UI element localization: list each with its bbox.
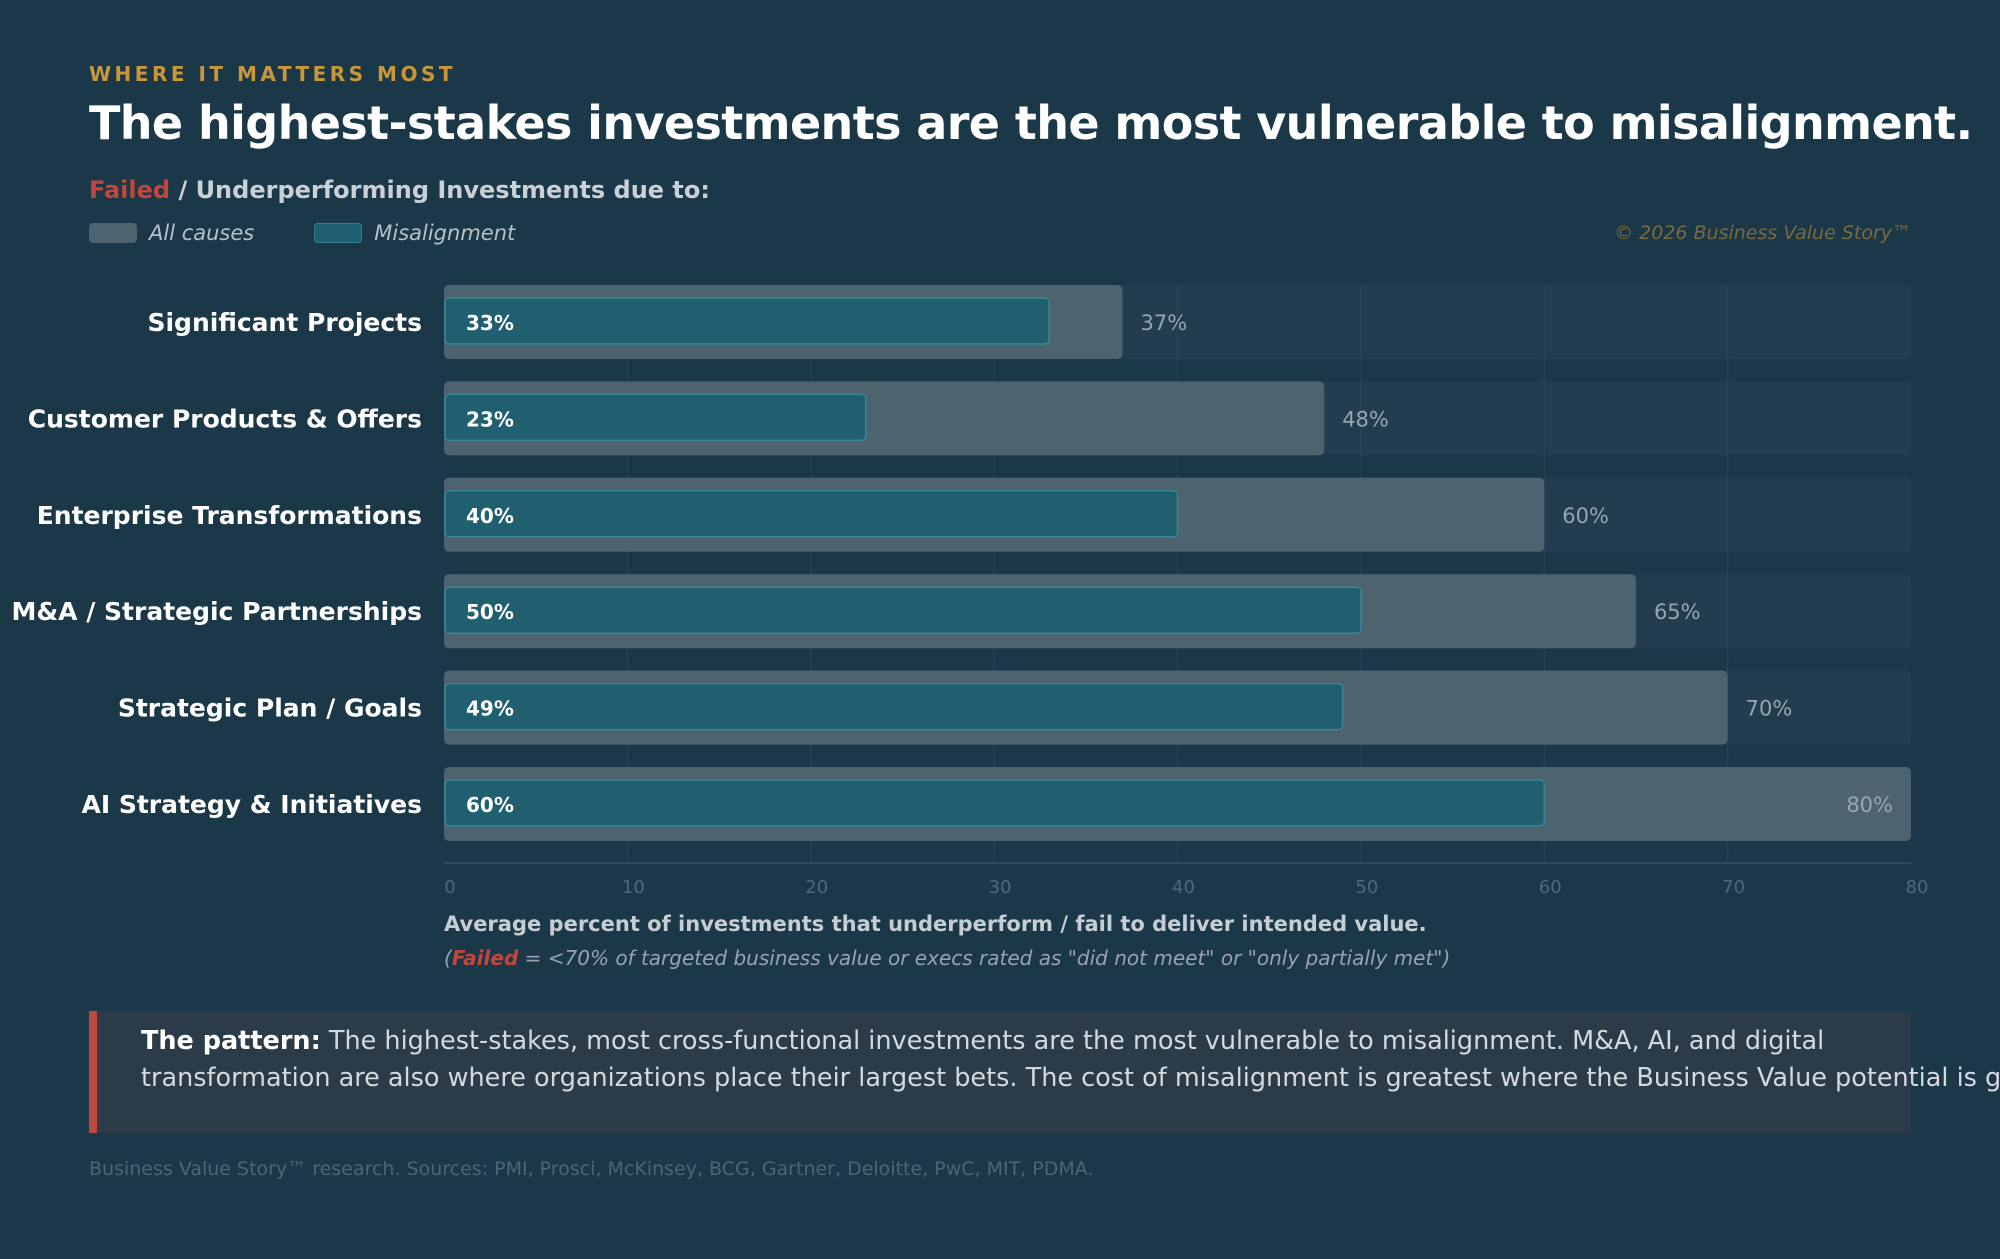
chart-note: Average percent of investments that unde… xyxy=(444,912,1427,936)
misalignment-value-label: 50% xyxy=(466,600,514,624)
note-definition-text: = <70% of targeted business value or exe… xyxy=(518,946,1451,970)
misalignment-value-label: 60% xyxy=(466,793,514,817)
misalignment-value-label: 49% xyxy=(466,697,514,721)
subtitle-failed-word: Failed xyxy=(89,176,171,204)
category-label: Significant Projects xyxy=(147,308,422,337)
x-tick-label: 40 xyxy=(1172,877,1195,898)
bar-misalignment xyxy=(444,682,1344,731)
x-tick-label: 50 xyxy=(1355,877,1378,898)
category-label: AI Strategy & Initiatives xyxy=(81,790,422,819)
note-failed-word: Failed xyxy=(451,946,519,970)
bar-misalignment xyxy=(444,779,1545,827)
misalignment-value-label: 23% xyxy=(466,407,514,431)
legend-label-all-causes: All causes xyxy=(149,221,255,245)
legend-swatch-all-causes xyxy=(89,223,137,243)
callout-lead: The pattern: xyxy=(141,1026,321,1056)
copyright-notice: © 2026 Business Value Story™ xyxy=(1614,222,1911,244)
bar-misalignment xyxy=(444,490,1179,538)
x-tick-label: 70 xyxy=(1722,877,1745,898)
all-causes-value-label: 70% xyxy=(1746,697,1793,721)
legend-swatch-misalignment xyxy=(314,223,363,243)
all-causes-value-label: 60% xyxy=(1562,504,1609,528)
x-tick-label: 30 xyxy=(989,877,1012,898)
misalignment-value-label: 40% xyxy=(466,504,514,528)
legend-item-all-causes: All causes xyxy=(89,221,254,245)
bar-misalignment xyxy=(444,297,1050,345)
bar-misalignment xyxy=(444,586,1362,634)
category-label: Customer Products & Offers xyxy=(28,404,422,433)
category-label: Strategic Plan / Goals xyxy=(118,694,422,723)
callout-line-2: transformation are also where organizati… xyxy=(141,1063,2000,1093)
x-tick-label: 10 xyxy=(622,877,645,898)
pattern-callout: The pattern: The highest-stakes, most cr… xyxy=(89,1011,2000,1133)
x-tick-label: 60 xyxy=(1539,877,1562,898)
x-tick-label: 0 xyxy=(444,877,455,898)
callout-text: The pattern: The highest-stakes, most cr… xyxy=(141,1023,2000,1097)
callout-line-1: The highest-stakes, most cross-functiona… xyxy=(320,1026,1825,1056)
bar-chart: Significant Projects 33% 37% Customer Produ… xyxy=(11,285,1929,898)
all-causes-value-label: 80% xyxy=(1846,793,1893,817)
eyebrow-label: WHERE IT MATTERS MOST xyxy=(89,62,456,86)
all-causes-value-label: 37% xyxy=(1140,311,1187,335)
category-label: Enterprise Transformations xyxy=(37,501,422,530)
chart-definition-note: (Failed = <70% of targeted business valu… xyxy=(444,946,1450,970)
misalignment-value-label: 33% xyxy=(466,311,514,335)
chart-subtitle: Failed / Underperforming Investments due… xyxy=(89,176,710,204)
all-causes-value-label: 65% xyxy=(1654,600,1701,624)
page-title: The highest-stakes investments are the m… xyxy=(89,96,1973,150)
subtitle-rest: / Underperforming Investments due to: xyxy=(170,176,710,204)
category-label: M&A / Strategic Partnerships xyxy=(11,597,422,626)
bar-misalignment xyxy=(444,393,867,442)
chart-legend: All causes Misalignment xyxy=(89,220,515,246)
x-tick-label: 80 xyxy=(1906,877,1929,898)
x-tick-label: 20 xyxy=(805,877,828,898)
all-causes-value-label: 48% xyxy=(1342,407,1389,431)
note-open-paren: ( xyxy=(444,946,452,970)
legend-item-misalignment: Misalignment xyxy=(314,221,515,245)
legend-label-misalignment: Misalignment xyxy=(374,221,516,245)
sources-footer: Business Value Story™ research. Sources:… xyxy=(89,1158,1094,1180)
